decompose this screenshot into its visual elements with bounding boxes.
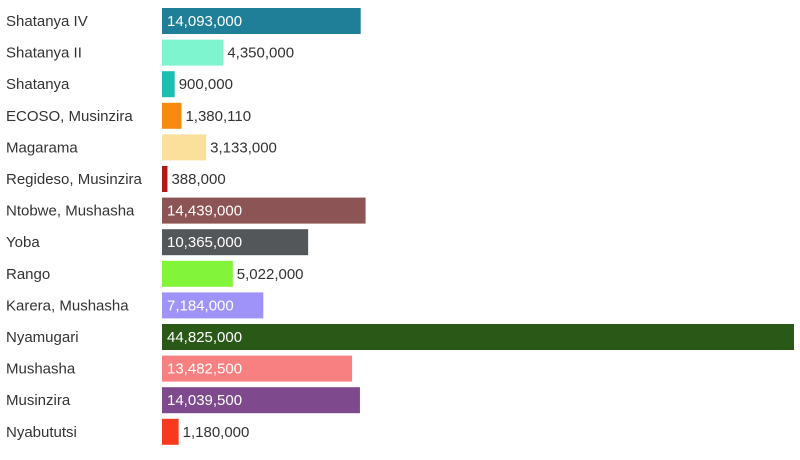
bar[interactable] (162, 260, 233, 287)
category-label: Regideso, Musinzira (6, 171, 143, 188)
value-label: 3,133,000 (210, 139, 277, 156)
bar[interactable] (162, 134, 207, 161)
bar[interactable] (162, 8, 361, 34)
value-label: 14,039,500 (167, 392, 242, 409)
value-label: 1,380,110 (185, 108, 251, 125)
value-label: 900,000 (179, 76, 233, 93)
category-label: Mushasha (6, 361, 76, 378)
bar[interactable] (162, 197, 366, 224)
bar[interactable] (162, 166, 168, 192)
value-label: 44,825,000 (167, 329, 242, 346)
bar[interactable] (162, 229, 309, 256)
category-label: Rango (6, 266, 50, 283)
category-label: Nyabututsi (6, 424, 77, 441)
bar[interactable] (162, 39, 224, 66)
value-label: 4,350,000 (227, 45, 294, 62)
value-label: 5,022,000 (237, 266, 304, 283)
bar[interactable] (162, 102, 182, 129)
value-label: 388,000 (171, 171, 225, 188)
value-label: 7,184,000 (167, 297, 234, 314)
value-label: 10,365,000 (167, 234, 242, 251)
category-label: ECOSO, Musinzira (6, 108, 133, 125)
category-label: Shatanya IV (6, 13, 88, 30)
bar[interactable] (162, 71, 175, 98)
value-label: 13,482,500 (167, 361, 242, 378)
bar[interactable] (162, 418, 179, 445)
bar[interactable] (162, 355, 353, 382)
category-label: Ntobwe, Mushasha (6, 203, 135, 220)
value-label: 14,093,000 (167, 13, 242, 30)
category-label: Karera, Mushasha (6, 297, 129, 314)
category-label: Musinzira (6, 392, 71, 409)
value-label: 1,180,000 (183, 424, 250, 441)
category-label: Yoba (6, 234, 40, 251)
value-label: 14,439,000 (167, 203, 242, 220)
category-label: Shatanya (6, 76, 70, 93)
category-label: Magarama (6, 139, 78, 156)
bars-layer: Shatanya IV 14,093,000 Shatanya II 4,350,00… (6, 8, 794, 445)
bar[interactable] (162, 387, 360, 414)
category-label: Shatanya II (6, 45, 82, 62)
bar[interactable] (162, 324, 794, 350)
bar[interactable] (162, 292, 264, 319)
category-label: Nyamugari (6, 329, 79, 346)
